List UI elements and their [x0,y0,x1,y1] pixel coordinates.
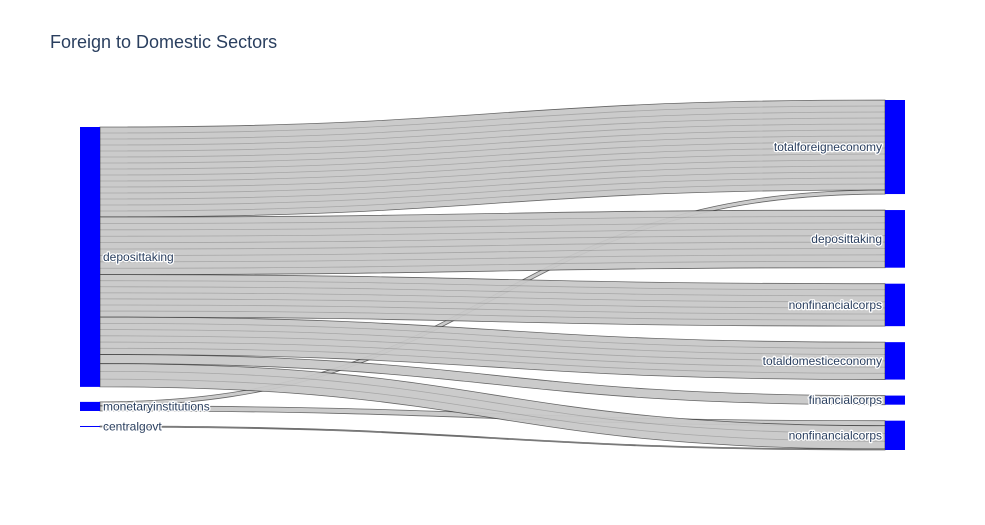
sankey-link-2-thread-7 [99,254,886,263]
sankey-link-0-thread-5 [99,129,886,158]
sankey-node-1[interactable] [80,401,100,411]
sankey-link-3-thread-2 [99,286,886,297]
sankey-link-2-thread-3 [99,228,886,237]
sankey-link-7-thread-2 [99,378,886,442]
sankey-link-3-thread-3 [99,292,886,303]
sankey-link-0-thread-1 [99,105,886,134]
sankey-link-2-thread-6 [99,248,886,256]
sankey-link-4-thread-2 [99,329,886,356]
sankey-link-3-thread-4 [99,298,886,309]
sankey-node-3[interactable] [885,100,905,195]
sankey-link-0-thread-12 [99,171,886,200]
sankey-link-0-thread-6 [99,135,886,164]
nodes-layer [80,100,905,450]
sankey-node-6[interactable] [885,342,905,380]
links-layer [99,99,886,451]
sankey-node-2[interactable] [80,425,100,427]
sankey-link-0-thread-7 [99,141,886,170]
sankey-link-7-thread-1 [99,370,886,434]
sankey-link-4-thread-5 [99,347,886,374]
chart-title: Foreign to Domestic Sectors [50,32,278,52]
sankey-link-0-thread-14 [99,183,886,212]
sankey-node-4[interactable] [885,210,905,268]
sankey-link-0-thread-8 [99,147,886,176]
sankey-node-label-7: financialcorps [809,393,882,407]
sankey-node-0[interactable] [80,127,100,387]
sankey-link-4-thread-4 [99,341,886,368]
sankey-link-3-thread-1 [99,280,886,291]
sankey-link-2-thread-8 [99,260,886,269]
sankey-link-4-thread-1 [99,322,886,349]
sankey-node-label-2: centralgovt [103,419,162,433]
sankey-link-3-thread-5 [99,304,886,315]
sankey-node-label-6: totaldomesticeconomy [763,354,882,368]
sankey-node-label-8: nonfinancialcorps [789,428,882,442]
labels-layer: deposittaking monetaryinstitutions central… [102,139,884,444]
sankey-link-0-thread-11 [99,165,886,194]
sankey-node-5[interactable] [885,283,905,327]
sankey-node-label-4: deposittaking [811,232,882,246]
sankey-link-0-thread-13 [99,177,886,206]
sankey-link-2-thread-4 [99,235,886,244]
sankey-link-0-thread-9 [99,153,886,182]
sankey-link-4-thread-3 [99,335,886,362]
sankey-link-0-thread-2 [99,111,886,140]
sankey-link-2-thread-1 [99,216,886,224]
sankey-link-0-thread-4 [99,123,886,152]
sankey-link-2-thread-5 [99,241,886,250]
sankey-node-label-5: nonfinancialcorps [789,298,882,312]
sankey-node-label-3: totalforeigneconomy [774,140,882,154]
sankey-node-label-1: monetaryinstitutions [103,399,210,413]
sankey-node-8[interactable] [885,420,905,450]
sankey-link-3-thread-6 [99,310,886,321]
sankey-link-2-thread-2 [99,222,886,231]
sankey-link-0-thread-10 [99,159,886,188]
sankey-node-label-0: deposittaking [103,250,174,264]
sankey-link-0-thread-3 [99,117,886,146]
sankey-node-7[interactable] [885,395,905,405]
